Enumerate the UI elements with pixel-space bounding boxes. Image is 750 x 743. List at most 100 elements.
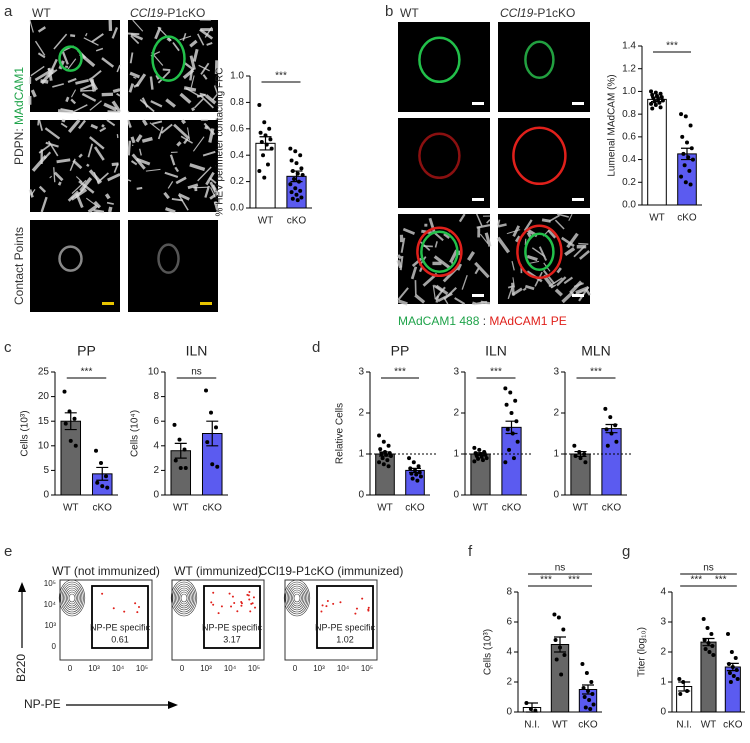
y-tick-label: 10 bbox=[148, 367, 160, 378]
data-point bbox=[288, 147, 292, 151]
x-tick-label: 10³ bbox=[313, 664, 325, 673]
data-point bbox=[678, 692, 682, 696]
y-axis-label: Cells (10⁴) bbox=[130, 410, 141, 457]
data-point bbox=[736, 677, 740, 681]
event bbox=[210, 601, 212, 603]
y-tick-label: 4 bbox=[660, 587, 666, 598]
image-header: WT bbox=[400, 6, 419, 20]
suffix: -P1cKO bbox=[533, 6, 575, 20]
data-point bbox=[559, 673, 563, 677]
y-tick-label: 8 bbox=[506, 587, 512, 598]
data-point bbox=[582, 686, 586, 690]
event bbox=[322, 604, 324, 606]
data-point bbox=[726, 632, 730, 636]
y-tick-label: 0.4 bbox=[230, 150, 244, 161]
data-point bbox=[582, 452, 586, 456]
data-point bbox=[377, 460, 381, 464]
gate-label: NP-PE specific bbox=[202, 622, 263, 632]
y-tick-label: 0 bbox=[358, 490, 364, 501]
sig-label: *** bbox=[540, 575, 552, 586]
contour bbox=[178, 590, 190, 606]
data-point bbox=[419, 475, 423, 479]
chart-title: ILN bbox=[485, 343, 507, 359]
data-point bbox=[707, 650, 711, 654]
y-tick-label: 0.8 bbox=[230, 97, 244, 108]
data-point bbox=[649, 102, 653, 106]
tissue-fiber bbox=[193, 187, 208, 188]
event bbox=[254, 607, 256, 609]
micrograph bbox=[30, 220, 120, 312]
panel-label: e bbox=[4, 543, 12, 560]
data-point bbox=[592, 703, 596, 707]
micrograph bbox=[498, 22, 590, 112]
contour bbox=[284, 580, 310, 616]
scale-bar bbox=[472, 294, 484, 297]
arrow-head bbox=[18, 582, 26, 592]
micrograph bbox=[398, 118, 490, 208]
data-point bbox=[261, 153, 265, 157]
sig-label: ns bbox=[191, 367, 202, 378]
data-point bbox=[510, 411, 514, 415]
sig-label: ns bbox=[555, 563, 566, 574]
data-point bbox=[503, 460, 507, 464]
data-point bbox=[387, 444, 391, 448]
data-point bbox=[555, 658, 559, 662]
y-tick-label: 0 bbox=[553, 490, 559, 501]
gate-percent: 0.61 bbox=[111, 634, 129, 644]
contour bbox=[286, 582, 309, 614]
x-tick-label: WT bbox=[649, 213, 665, 224]
data-point bbox=[485, 456, 489, 460]
event bbox=[339, 601, 341, 603]
data-point bbox=[472, 459, 476, 463]
data-point bbox=[298, 153, 302, 157]
event bbox=[218, 612, 220, 614]
data-point bbox=[614, 440, 618, 444]
data-point bbox=[178, 438, 182, 442]
tissue-fiber bbox=[66, 97, 68, 101]
sig-label: *** bbox=[666, 41, 678, 52]
event bbox=[320, 610, 322, 612]
chart-title: PP bbox=[77, 343, 96, 359]
tissue-fiber bbox=[106, 194, 109, 198]
data-point bbox=[299, 195, 303, 199]
data-point bbox=[561, 628, 565, 632]
event bbox=[367, 609, 369, 611]
data-point bbox=[513, 399, 517, 403]
y-tick-label: 2 bbox=[453, 408, 459, 419]
data-point bbox=[205, 440, 209, 444]
data-point bbox=[516, 440, 520, 444]
event bbox=[136, 611, 138, 613]
tissue-fiber bbox=[151, 76, 153, 89]
data-point bbox=[417, 464, 421, 468]
y-axis-label: B220 bbox=[14, 654, 28, 682]
sig-label: *** bbox=[715, 575, 727, 586]
data-point bbox=[702, 617, 706, 621]
data-point bbox=[182, 447, 186, 451]
bar bbox=[725, 667, 740, 712]
data-point bbox=[262, 176, 266, 180]
y-axis-label: % HEV perimeter contacting FRC bbox=[215, 68, 226, 217]
data-point bbox=[506, 427, 510, 431]
data-point bbox=[603, 407, 607, 411]
y-tick-label: 1.0 bbox=[622, 86, 636, 97]
data-point bbox=[291, 197, 295, 201]
x-tick-label: cKO bbox=[93, 503, 113, 514]
event bbox=[101, 593, 103, 595]
row-label: PDPN: MAdCAM1 bbox=[12, 67, 26, 165]
contour bbox=[66, 590, 78, 606]
tissue-fiber bbox=[137, 188, 143, 189]
contour bbox=[171, 580, 197, 616]
event bbox=[356, 608, 358, 610]
tissue-fiber bbox=[108, 111, 120, 112]
data-point bbox=[476, 457, 480, 461]
data-point bbox=[728, 671, 732, 675]
flow-title: CCl19-P1cKO (immunized) bbox=[259, 564, 404, 578]
data-point bbox=[659, 92, 663, 96]
chart-title: PP bbox=[391, 343, 410, 359]
x-tick-label: cKO bbox=[723, 720, 743, 731]
y-tick-label: 1 bbox=[358, 449, 364, 460]
y-tick-label: 10⁵ bbox=[44, 579, 56, 588]
data-point bbox=[259, 131, 263, 135]
data-point bbox=[481, 458, 485, 462]
panel-label: c bbox=[4, 339, 12, 356]
